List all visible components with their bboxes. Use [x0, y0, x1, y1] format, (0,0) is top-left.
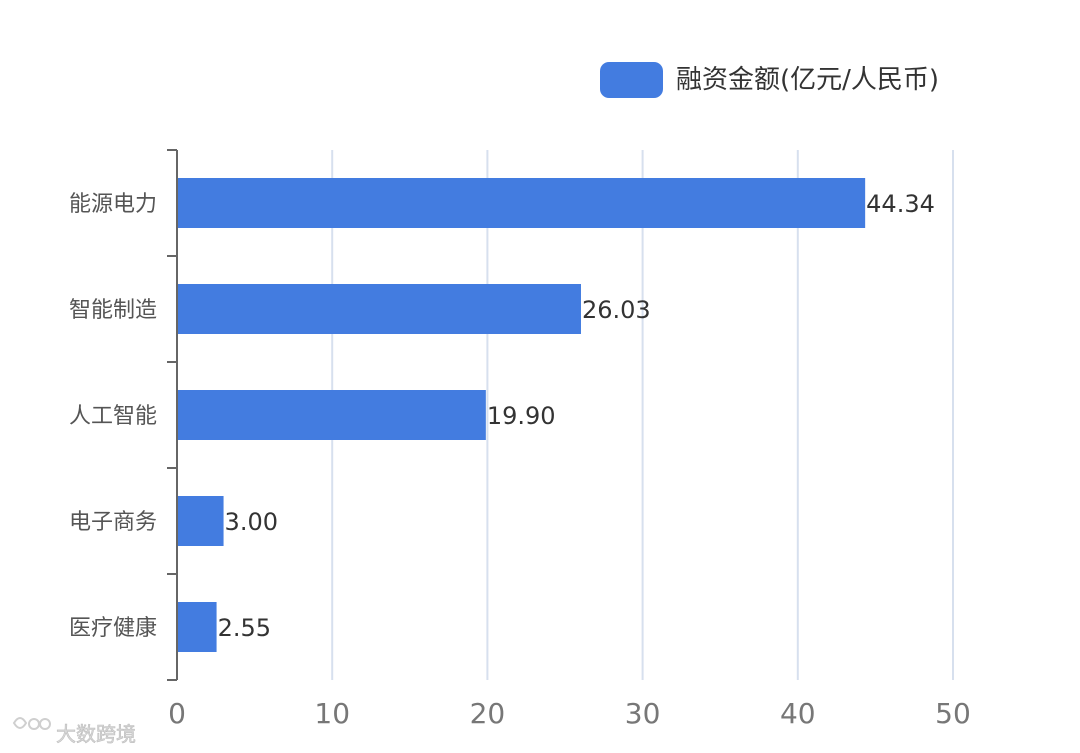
- data-label: 2.55: [218, 614, 271, 642]
- data-label: 3.00: [225, 508, 278, 536]
- data-label: 19.90: [487, 402, 556, 430]
- category-label: 人工智能: [69, 404, 157, 429]
- bar[interactable]: [177, 602, 217, 652]
- category-label: 能源电力: [69, 192, 157, 217]
- legend-label: 融资金额(亿元/人民币): [676, 65, 939, 95]
- x-tick-label: 10: [314, 697, 350, 730]
- watermark: 大数跨境: [12, 717, 136, 746]
- x-tick-label: 50: [935, 697, 971, 730]
- bar[interactable]: [177, 178, 866, 228]
- watermark-text: 大数跨境: [56, 722, 136, 746]
- category-label: 智能制造: [69, 298, 157, 323]
- category-label: 医疗健康: [69, 616, 157, 641]
- data-label: 44.34: [866, 190, 935, 218]
- bars: [177, 178, 866, 652]
- data-labels: 44.34 26.03 19.90 3.00 2.55: [218, 190, 935, 642]
- bar[interactable]: [177, 390, 486, 440]
- category-label: 电子商务: [69, 510, 157, 535]
- bar[interactable]: [177, 496, 224, 546]
- grid-lines: [331, 150, 954, 680]
- x-tick-label: 40: [780, 697, 816, 730]
- x-tick-label: 30: [625, 697, 661, 730]
- data-label: 26.03: [582, 296, 651, 324]
- x-tick-labels: 0 10 20 30 40 50: [168, 697, 971, 730]
- legend[interactable]: 融资金额(亿元/人民币): [600, 62, 939, 98]
- watermark-logo-icon: [12, 717, 51, 730]
- x-tick-label: 0: [168, 697, 186, 730]
- bar[interactable]: [177, 284, 581, 334]
- y-axis: [167, 149, 178, 681]
- legend-swatch: [600, 62, 663, 98]
- x-tick-label: 20: [470, 697, 506, 730]
